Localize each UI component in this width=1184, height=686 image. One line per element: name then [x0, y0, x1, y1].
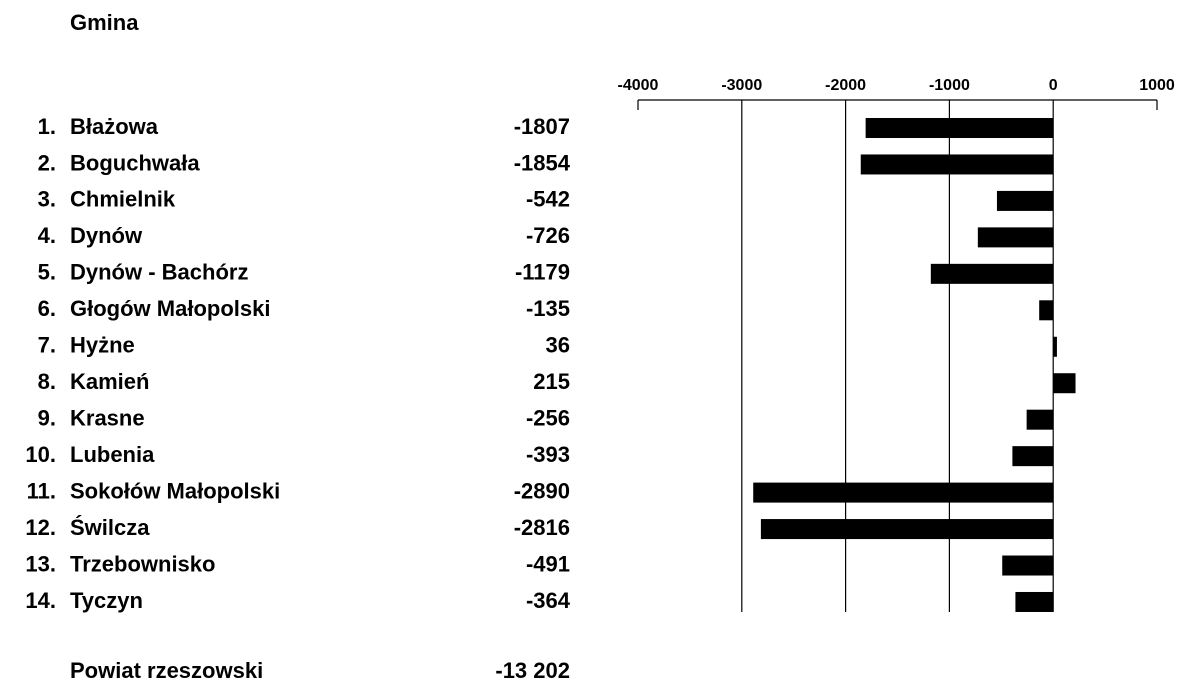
- bar: [930, 263, 1054, 284]
- bar: [1053, 336, 1057, 357]
- bar: [1012, 446, 1054, 467]
- total-name: Powiat rzeszowski: [70, 658, 263, 683]
- value-label: -1854: [514, 150, 571, 175]
- category-label: Dynów: [70, 223, 143, 248]
- bar: [753, 482, 1054, 503]
- bar: [977, 227, 1054, 248]
- category-label: Głogów Małopolski: [70, 296, 270, 321]
- bar: [860, 154, 1054, 175]
- category-label: Trzebownisko: [70, 551, 215, 576]
- value-label: 36: [546, 333, 570, 358]
- value-label: -1807: [514, 114, 570, 139]
- row-number: 8.: [38, 369, 56, 394]
- bar: [1002, 555, 1054, 576]
- bar: [865, 118, 1054, 138]
- category-label: Chmielnik: [70, 187, 176, 212]
- x-tick-label: 0: [1049, 77, 1058, 94]
- row-number: 10.: [25, 442, 56, 467]
- row-number: 11.: [27, 478, 56, 503]
- category-label: Świlcza: [70, 515, 150, 540]
- row-number: 5.: [38, 260, 56, 285]
- category-label: Błażowa: [70, 114, 159, 139]
- row-number: 3.: [38, 187, 56, 212]
- value-label: -135: [526, 296, 570, 321]
- value-label: -2890: [514, 478, 570, 503]
- row-number: 6.: [38, 296, 56, 321]
- x-tick-label: 1000: [1139, 77, 1175, 94]
- category-label: Kamień: [70, 369, 149, 394]
- value-label: -726: [526, 223, 570, 248]
- row-number: 2.: [38, 150, 56, 175]
- category-label: Sokołów Małopolski: [70, 478, 280, 503]
- value-label: -491: [526, 551, 570, 576]
- row-number: 13.: [25, 551, 56, 576]
- row-number: 12.: [25, 515, 56, 540]
- x-tick-label: -1000: [929, 77, 970, 94]
- row-number: 9.: [38, 405, 56, 430]
- category-label: Krasne: [70, 405, 145, 430]
- bar: [1026, 409, 1054, 430]
- column-header: Gmina: [70, 10, 139, 35]
- bar: [1053, 373, 1076, 394]
- value-label: -256: [526, 405, 570, 430]
- value-label: 215: [533, 369, 570, 394]
- category-label: Dynów - Bachórz: [70, 260, 248, 285]
- bar: [760, 519, 1054, 540]
- bar: [996, 190, 1054, 211]
- value-label: -393: [526, 442, 570, 467]
- category-label: Hyżne: [70, 333, 135, 358]
- value-label: -2816: [514, 515, 570, 540]
- x-tick-label: -2000: [825, 77, 866, 94]
- row-number: 4.: [38, 223, 56, 248]
- category-label: Boguchwała: [70, 150, 200, 175]
- x-tick-label: -3000: [721, 77, 762, 94]
- value-label: -1179: [515, 260, 570, 285]
- value-label: -364: [526, 588, 571, 613]
- total-value: -13 202: [495, 658, 570, 683]
- x-tick-label: -4000: [618, 77, 659, 94]
- category-label: Lubenia: [70, 442, 155, 467]
- value-label: -542: [526, 187, 570, 212]
- bar: [1039, 300, 1054, 321]
- bar: [1015, 591, 1054, 612]
- category-label: Tyczyn: [70, 588, 143, 613]
- row-number: 14.: [25, 588, 56, 613]
- row-number: 1.: [38, 114, 56, 139]
- row-number: 7.: [38, 333, 56, 358]
